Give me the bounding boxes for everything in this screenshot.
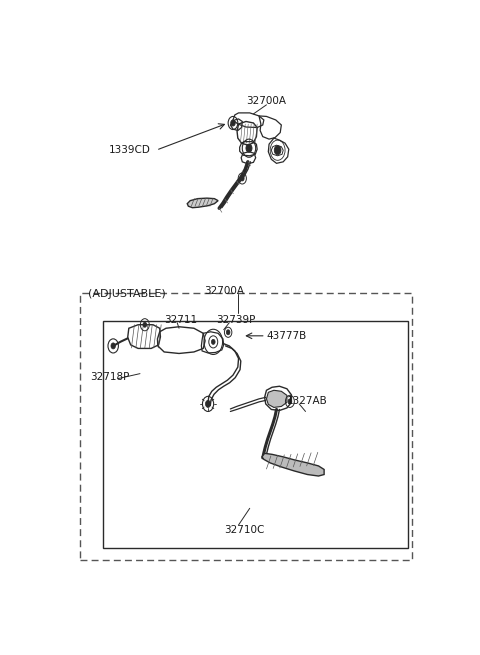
Circle shape — [231, 120, 235, 126]
Circle shape — [288, 399, 292, 404]
Text: 32700A: 32700A — [246, 96, 287, 106]
Bar — [81, 293, 411, 560]
Text: (ADJUSTABLE): (ADJUSTABLE) — [88, 290, 166, 299]
Text: 43777B: 43777B — [266, 331, 307, 341]
Polygon shape — [262, 453, 324, 476]
Circle shape — [211, 339, 215, 345]
Text: 32711: 32711 — [164, 314, 197, 325]
Text: 1339CD: 1339CD — [108, 145, 150, 155]
Circle shape — [226, 329, 230, 335]
Circle shape — [205, 400, 211, 407]
Circle shape — [246, 144, 252, 152]
Text: 32700A: 32700A — [204, 286, 244, 297]
Circle shape — [240, 176, 244, 181]
Text: 32739P: 32739P — [216, 314, 256, 325]
Text: 32710C: 32710C — [224, 525, 264, 535]
Polygon shape — [266, 390, 287, 407]
Circle shape — [274, 145, 281, 155]
Text: 32718P: 32718P — [90, 372, 129, 382]
Bar — [103, 321, 408, 548]
Text: 1327AB: 1327AB — [287, 396, 328, 406]
Circle shape — [143, 322, 147, 328]
Circle shape — [111, 343, 115, 349]
Polygon shape — [187, 198, 218, 208]
